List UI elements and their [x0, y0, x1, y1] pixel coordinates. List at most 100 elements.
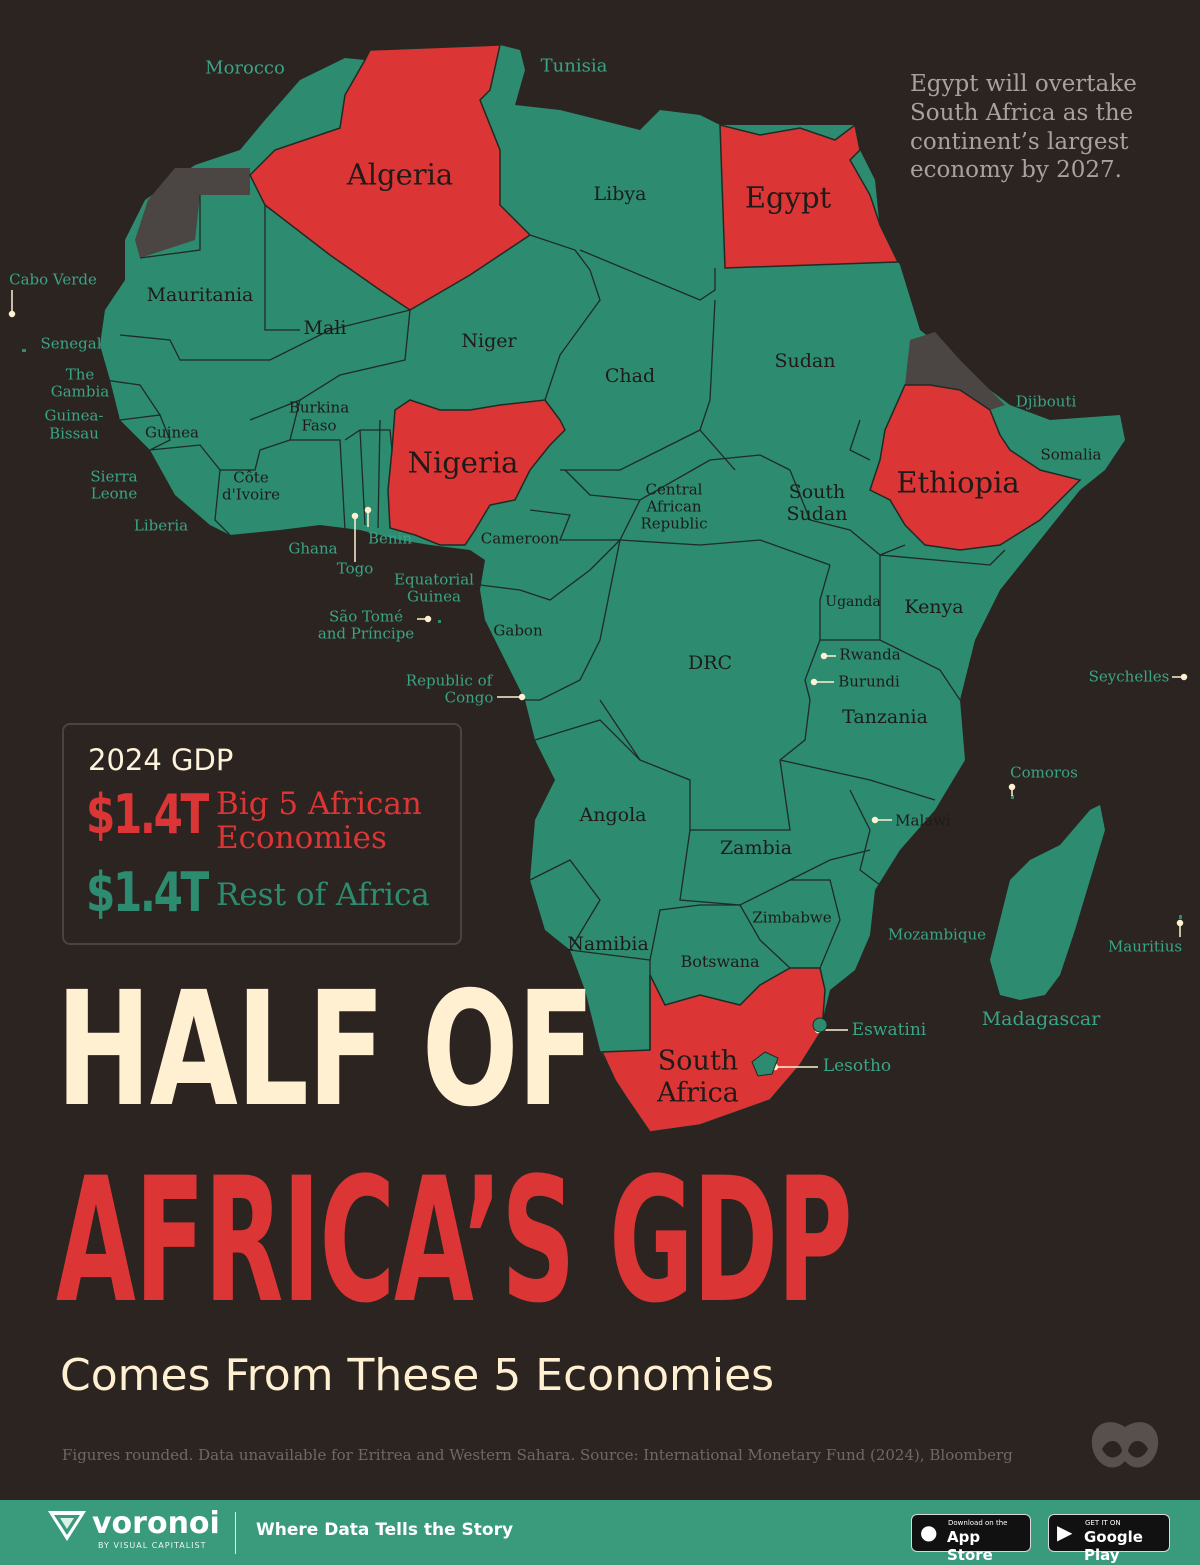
label-sao-tome: and Príncipe — [317, 624, 415, 643]
gdp-legend: 2024 GDP $1.4T Big 5 African Economies $… — [62, 723, 462, 945]
madagascar-shape — [990, 805, 1105, 1000]
brand-name: voronoi — [92, 1506, 220, 1541]
headline-line1: HALF OF — [56, 958, 595, 1142]
app-store-label: App Store — [947, 1528, 993, 1564]
western-sahara — [135, 168, 250, 258]
label-mozambique: Mozambique — [888, 925, 986, 944]
label-eswatini: Eswatini — [851, 1020, 927, 1041]
sao-tome-shape — [438, 620, 441, 623]
label-uganda: Uganda — [825, 593, 881, 610]
label-senegal: Senegal — [40, 334, 102, 353]
label-madagascar: Madagascar — [981, 1008, 1101, 1031]
label-guinea-bissau: Guinea- — [44, 406, 104, 425]
label-benin: Benin — [367, 529, 413, 548]
label-sierra-leone: Leone — [90, 484, 138, 503]
label-cameroon: Cameroon — [480, 529, 560, 548]
tagline: Where Data Tells the Story — [256, 1520, 514, 1540]
play-icon: ▶ — [1057, 1520, 1073, 1544]
label-malawi: Malawi — [895, 811, 951, 830]
leader-lines — [8, 290, 1188, 1071]
africa-map — [8, 44, 1188, 1133]
label-liberia: Liberia — [133, 516, 189, 535]
label-cote-divoire: d'Ivoire — [221, 485, 281, 504]
subtitle: Comes From These 5 Economies — [60, 1350, 775, 1401]
label-tunisia: Tunisia — [540, 55, 608, 77]
label-seychelles: Seychelles — [1088, 667, 1170, 686]
label-chad: Chad — [604, 365, 656, 388]
rest-value: $1.4T — [86, 861, 209, 924]
label-libya: Libya — [593, 183, 647, 206]
label-drc: DRC — [687, 652, 733, 675]
google-play-label: Google Play — [1084, 1528, 1143, 1564]
label-zambia: Zambia — [719, 837, 793, 860]
label-car: Republic — [640, 514, 708, 533]
algeria-shape — [249, 44, 532, 311]
footer-bar: voronoi BY VISUAL CAPITALIST Where Data … — [0, 1500, 1200, 1565]
label-togo: Togo — [336, 559, 374, 578]
label-republic-of-congo: Republic of — [405, 671, 493, 690]
label-angola: Angola — [579, 804, 647, 827]
google-play-button[interactable]: ▶ GET IT ON Google Play — [1048, 1514, 1170, 1564]
label-niger: Niger — [461, 330, 517, 353]
label-rwanda: Rwanda — [839, 645, 901, 664]
label-burkina-faso: Burkina — [288, 398, 350, 417]
label-car: Central — [645, 480, 703, 499]
legend-title: 2024 GDP — [88, 743, 234, 777]
africa-landmass — [100, 45, 1125, 1130]
label-cabo-verde: Cabo Verde — [9, 270, 97, 289]
label-somalia: Somalia — [1040, 445, 1102, 464]
ethiopia-shape — [869, 384, 1082, 551]
egypt-shape — [719, 123, 900, 269]
rest-label: Rest of Africa — [216, 877, 430, 913]
label-ethiopia: Ethiopia — [896, 465, 1020, 500]
comoros-shape — [1011, 795, 1014, 799]
lesotho-shape — [751, 1051, 779, 1077]
label-ghana: Ghana — [288, 539, 338, 558]
label-cote-divoire: Côte — [233, 468, 269, 487]
label-sierra-leone: Sierra — [90, 467, 138, 486]
label-egypt: Egypt — [744, 180, 832, 215]
egypt-note: Egypt will overtake South Africa as the … — [910, 71, 1137, 184]
label-botswana: Botswana — [680, 951, 760, 971]
label-car: African — [646, 497, 702, 516]
headline-line2: AFRICA’S GDP — [56, 1140, 853, 1341]
mauritius-shape — [1179, 915, 1182, 919]
label-mauritania: Mauritania — [146, 284, 254, 307]
visual-capitalist-logo — [1091, 1422, 1159, 1468]
label-zimbabwe: Zimbabwe — [752, 908, 832, 927]
label-kenya: Kenya — [904, 596, 964, 619]
label-gambia: Gambia — [50, 382, 110, 401]
label-guinea: Guinea — [145, 423, 199, 442]
label-lesotho: Lesotho — [822, 1056, 892, 1077]
label-burkina-faso: Faso — [301, 416, 337, 435]
label-south-sudan: South — [788, 481, 846, 504]
label-south-sudan: Sudan — [786, 503, 848, 526]
brand-subtitle: BY VISUAL CAPITALIST — [98, 1541, 207, 1550]
voronoi-logo-icon — [48, 1511, 86, 1541]
label-djibouti: Djibouti — [1015, 392, 1077, 411]
app-store-button[interactable]: ● Download on the App Store — [911, 1514, 1031, 1564]
label-republic-of-congo: Congo — [444, 688, 494, 707]
label-sao-tome: São Tomé — [329, 607, 403, 626]
footer-divider — [235, 1512, 236, 1554]
label-burundi: Burundi — [838, 672, 900, 691]
label-equatorial-guinea: Guinea — [407, 587, 461, 606]
apple-icon: ● — [920, 1520, 938, 1544]
footnote: Figures rounded. Data unavailable for Er… — [62, 1446, 1013, 1464]
big5-label: Big 5 African Economies — [216, 786, 422, 857]
country-borders — [104, 195, 1006, 1050]
label-morocco: Morocco — [205, 57, 285, 79]
app-store-small: Download on the — [948, 1519, 1008, 1527]
label-south-africa: South — [657, 1045, 739, 1077]
label-mauritius: Mauritius — [1107, 937, 1183, 956]
label-algeria: Algeria — [346, 157, 454, 192]
label-sudan: Sudan — [774, 350, 836, 373]
eritrea — [905, 332, 1005, 410]
label-comoros: Comoros — [1010, 763, 1078, 782]
label-namibia: Namibia — [567, 933, 649, 956]
label-nigeria: Nigeria — [407, 445, 519, 480]
label-equatorial-guinea: Equatorial — [394, 570, 474, 589]
label-south-africa: Africa — [657, 1077, 739, 1109]
label-mali: Mali — [303, 317, 347, 340]
